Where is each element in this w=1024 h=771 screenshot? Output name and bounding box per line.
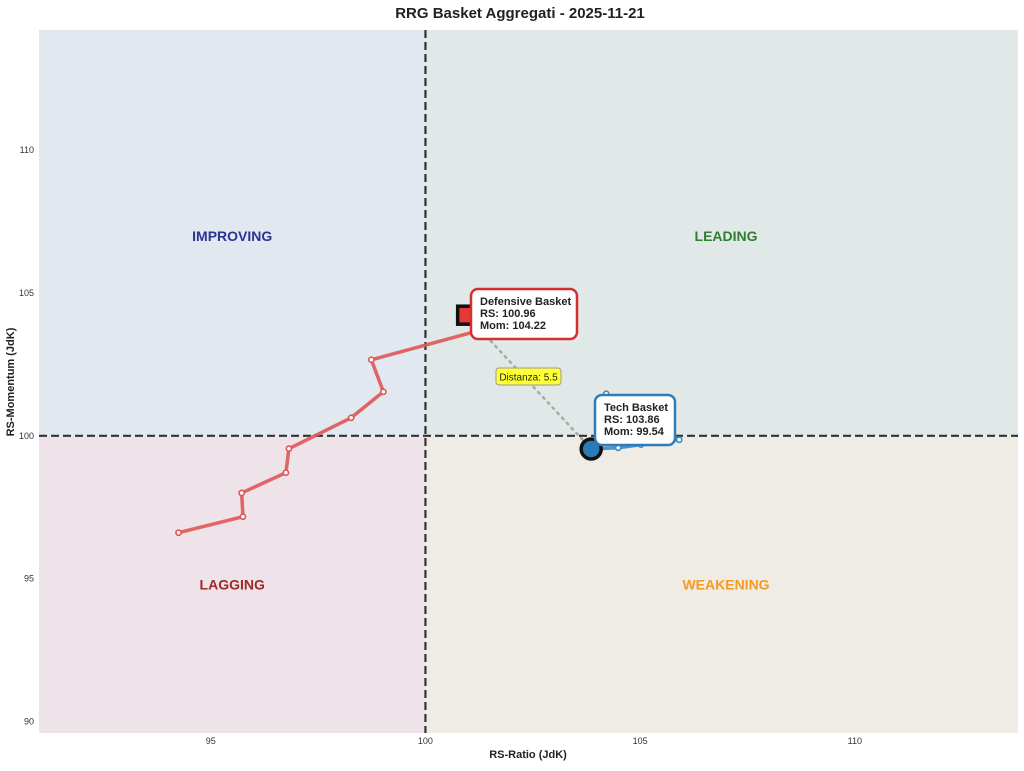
trail-line [178,313,484,535]
label-line: Mom: 99.54 [604,426,665,438]
x-tick-label: 110 [848,736,862,746]
current-position-marker [579,437,603,461]
trail-point [367,356,375,364]
y-tick-label: 105 [19,288,34,298]
x-axis-label: RS-Ratio (JdK) [489,749,567,761]
trail-point [175,529,182,537]
label-line: Defensive Basket [480,296,571,308]
trail-point [239,513,247,521]
trail-point [282,469,290,477]
trail-point [379,388,387,396]
y-tick-label: 90 [24,717,34,727]
quadrant-lagging-bg [39,435,426,733]
distance-label: Distanza: 5.5 [495,367,562,386]
label-box [593,393,677,447]
quadrant-weakening-bg [425,435,1018,733]
quadrant-label-improving: IMPROVING [192,228,272,244]
y-axis-label: RS-Momentum (JdK) [5,327,17,436]
x-tick-label: 100 [418,736,433,746]
y-tick-label: 100 [19,431,34,441]
quadrant-label-lagging: LAGGING [200,576,265,592]
y-tick-label: 95 [24,574,34,584]
label-line: Tech Basket [604,402,668,414]
quadrant-improving-bg [39,30,426,436]
trail-point [675,436,683,444]
trail-point [347,414,355,422]
label-line: RS: 100.96 [480,308,536,320]
label-box [469,287,579,341]
label-line: Mom: 104.22 [480,320,546,332]
chart-title: RRG Basket Aggregati - 2025-11-21 [395,5,645,22]
x-tick-label: 105 [633,736,648,746]
distance-label-box [495,367,562,386]
trail-point [238,489,246,497]
label-line: RS: 103.86 [604,414,660,426]
quadrant-label-weakening: WEAKENING [682,576,769,592]
trail-point [285,445,293,453]
quadrant-label-leading: LEADING [695,228,758,244]
y-tick-label: 110 [20,145,34,155]
distance-label-text: Distanza: 5.5 [499,373,558,384]
x-tick-label: 95 [206,736,216,746]
